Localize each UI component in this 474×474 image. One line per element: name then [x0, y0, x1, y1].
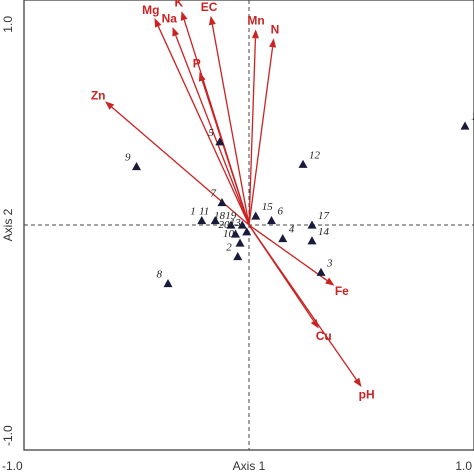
site-point-17	[307, 220, 317, 229]
site-label-17: 17	[318, 210, 330, 222]
x-tick-label: -1.0	[2, 459, 23, 473]
vector-ph-line	[248, 224, 357, 380]
vector-mn-label: Mn	[247, 13, 264, 27]
site-point-3	[316, 267, 326, 276]
vector-ph-arrowhead	[353, 377, 362, 387]
vector-fe-arrowhead	[325, 277, 335, 286]
site-point-4	[278, 234, 288, 243]
vector-p-line	[201, 80, 250, 226]
vector-ph-label: pH	[359, 387, 375, 401]
site-point-10	[235, 238, 245, 247]
vector-zn-label: Zn	[91, 88, 106, 102]
site-point-8	[163, 279, 173, 288]
vector-mg-label: Mg	[142, 3, 159, 17]
site-point-9	[132, 162, 141, 171]
points-layer: 1234567891011121314151617181920	[125, 111, 474, 288]
vector-fe-line	[248, 224, 328, 282]
vector-mn-line	[248, 38, 257, 226]
site-label-14: 14	[318, 226, 330, 238]
vector-k-label: K	[174, 0, 183, 10]
site-label-6: 6	[278, 206, 284, 218]
site-label-9: 9	[125, 152, 131, 164]
site-point-2	[233, 252, 243, 261]
site-label-8: 8	[157, 269, 163, 281]
x-axis-title: Axis 1	[233, 459, 266, 473]
vector-n-line	[248, 47, 274, 226]
vector-zn-arrowhead	[105, 101, 115, 110]
vector-n-arrowhead	[269, 38, 277, 48]
site-label-19: 19	[225, 210, 237, 222]
x-tick-label: 1.0	[455, 459, 472, 473]
site-label-2: 2	[226, 242, 232, 254]
vector-fe-label: Fe	[335, 284, 349, 298]
site-label-13: 13	[230, 217, 242, 229]
site-label-20: 20	[219, 219, 231, 231]
site-label-12: 12	[309, 149, 321, 161]
vector-zn-line	[111, 106, 250, 226]
site-label-15: 15	[262, 201, 274, 213]
site-label-5: 5	[208, 127, 214, 139]
site-label-1: 1	[190, 206, 196, 218]
vector-p-label: P	[193, 56, 201, 70]
site-point-19	[237, 220, 247, 229]
vector-na-arrowhead	[172, 27, 180, 37]
site-label-4: 4	[289, 224, 295, 236]
site-label-3: 3	[326, 257, 333, 269]
vector-ec-label: EC	[201, 0, 218, 14]
vector-na-label: Na	[162, 12, 178, 26]
site-label-16: 16	[471, 111, 474, 123]
site-point-12	[298, 159, 308, 168]
site-point-7	[217, 198, 227, 207]
site-label-11: 11	[199, 206, 209, 218]
vector-ec-arrowhead	[208, 15, 216, 26]
site-point-1	[197, 216, 207, 225]
y-tick-label: -1.0	[1, 425, 15, 446]
vector-mg-line	[157, 25, 250, 226]
site-point-20	[231, 229, 240, 238]
site-point-6	[267, 216, 276, 225]
vector-mg-arrowhead	[154, 18, 162, 28]
y-axis-title: Axis 2	[1, 208, 15, 241]
vector-k-arrowhead	[180, 11, 188, 21]
vector-na-line	[175, 35, 250, 226]
vector-p-arrowhead	[198, 72, 206, 82]
site-label-10: 10	[223, 228, 235, 240]
site-point-18	[226, 220, 236, 229]
vector-cu-arrowhead	[310, 319, 319, 329]
site-label-7: 7	[211, 188, 217, 200]
site-point-16	[460, 121, 470, 130]
vector-ec-line	[211, 24, 250, 226]
site-point-5	[215, 137, 225, 146]
site-point-14	[307, 236, 317, 245]
y-tick-label: 1.0	[1, 16, 15, 33]
vector-mn-arrowhead	[251, 29, 259, 39]
site-label-18: 18	[214, 210, 226, 222]
site-point-11	[210, 216, 220, 225]
site-point-13	[242, 227, 252, 236]
vector-n-label: N	[271, 22, 280, 36]
site-point-15	[251, 211, 261, 220]
